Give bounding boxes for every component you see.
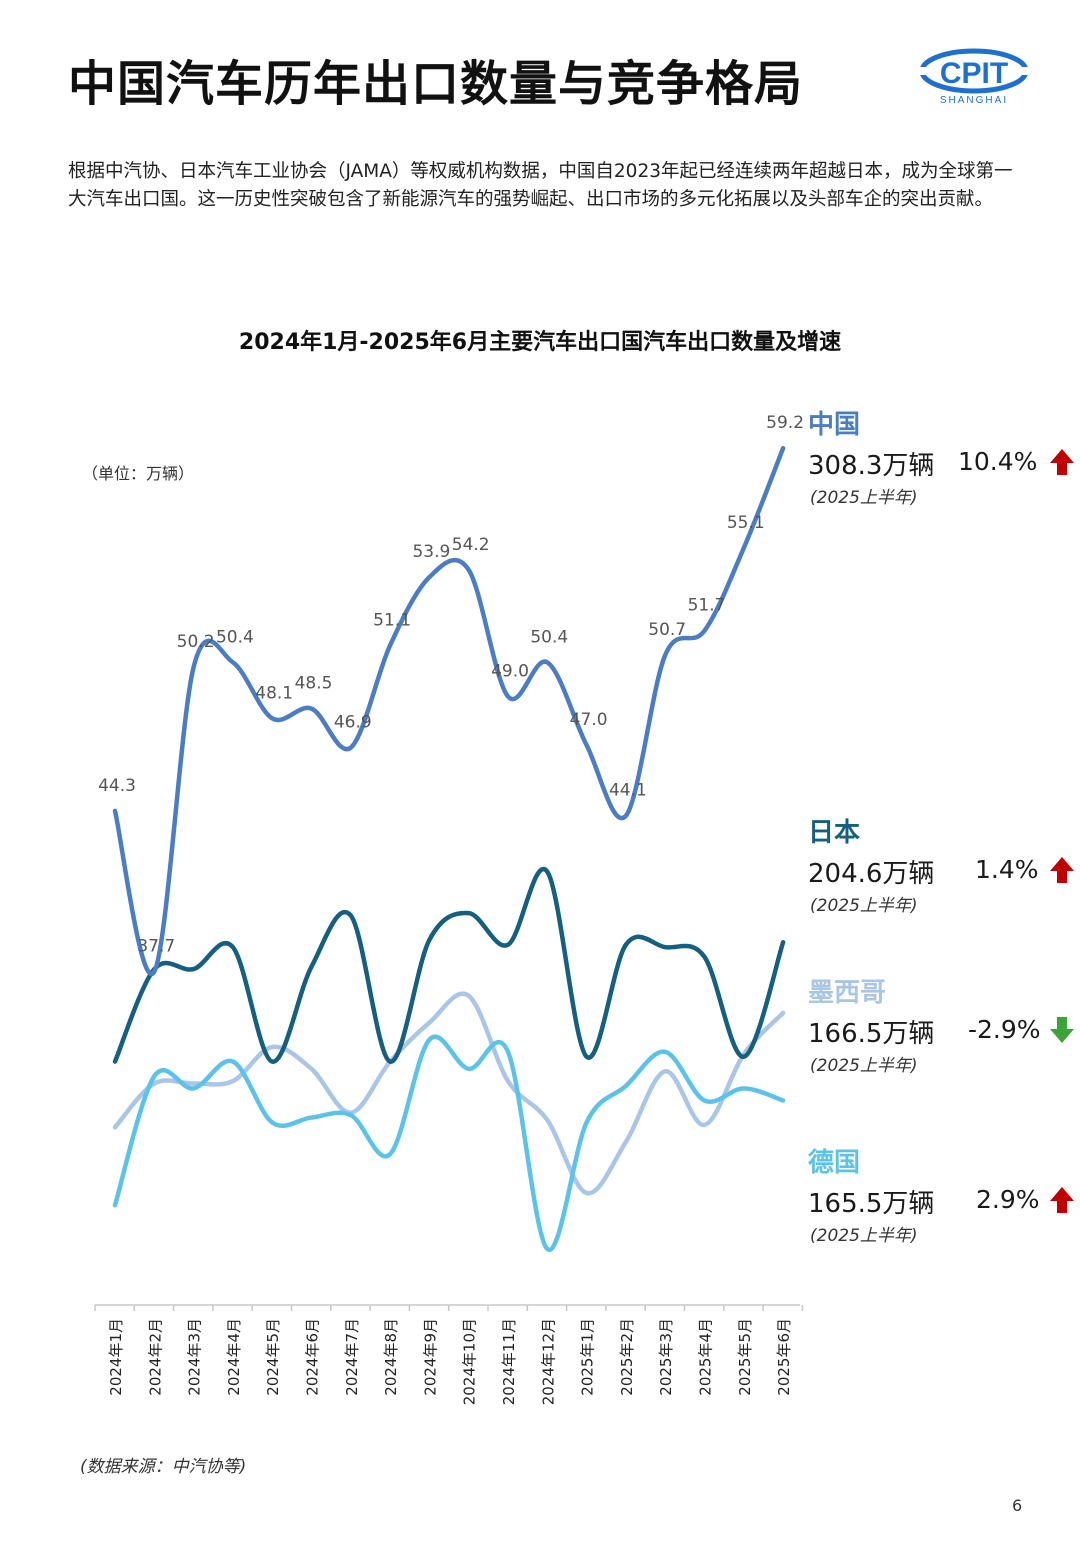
data-label: 44.3 [98, 776, 136, 796]
x-tick-label: 2025年3月 [657, 1318, 675, 1396]
data-label: 44.1 [609, 781, 647, 801]
x-tick-label: 2024年11月 [500, 1318, 518, 1405]
data-label: 59.2 [766, 413, 804, 433]
series-growth: 2.9% [976, 1185, 1040, 1214]
series-name: 德国 [808, 1148, 861, 1178]
series-period: (2025上半年) [810, 1056, 918, 1076]
series-growth: 1.4% [975, 855, 1039, 884]
data-label: 50.4 [530, 627, 568, 647]
x-tick-label: 2025年1月 [579, 1318, 597, 1396]
page-title: 中国汽车历年出口数量与竞争格局 [68, 56, 804, 112]
data-label: 53.9 [412, 542, 450, 562]
arrow-up-icon [1050, 857, 1074, 883]
series-name: 墨西哥 [808, 978, 887, 1008]
legend-entry-japan: 日本 204.6万辆 1.4% (2025上半年) [808, 812, 1080, 916]
legend-entry-china: 中国 308.3万辆 10.4% (2025上半年) [808, 404, 1080, 508]
x-tick-label: 2024年7月 [343, 1318, 361, 1396]
x-tick-label: 2024年3月 [186, 1318, 204, 1396]
data-label: 50.2 [177, 632, 215, 652]
data-label: 48.1 [255, 683, 293, 703]
series-name: 中国 [808, 410, 861, 440]
data-source-note: (数据来源：中汽协等) [80, 1457, 247, 1477]
series-growth: -2.9% [968, 1015, 1041, 1044]
cpit-logo: CPIT SHANGHAI [918, 48, 1030, 106]
unit-label: （单位：万辆） [82, 464, 195, 483]
series-period: (2025上半年) [810, 488, 918, 508]
x-tick-label: 2025年2月 [618, 1318, 636, 1396]
series-total: 308.3万辆 [808, 451, 935, 481]
x-tick-label: 2025年6月 [775, 1318, 793, 1396]
line-chart: 2024年1月 2024年2月 2024年3月 2024年4月 2024年5月 2024年… [94, 413, 804, 1405]
arrow-up-icon [1050, 1187, 1074, 1213]
series-name: 日本 [808, 818, 861, 848]
x-tick-label: 2024年1月 [107, 1318, 125, 1396]
series-growth: 10.4% [958, 447, 1038, 476]
data-label: 50.4 [216, 627, 254, 647]
legend-entry-mexico: 墨西哥 166.5万辆 -2.9% (2025上半年) [808, 972, 1080, 1076]
x-tick-label: 2024年5月 [264, 1318, 282, 1396]
data-label: 49.0 [491, 661, 529, 681]
series-line-japan [112, 866, 786, 1064]
x-tick-label: 2024年4月 [225, 1318, 243, 1396]
series-line-china [112, 445, 786, 977]
data-label: 51.7 [688, 596, 726, 616]
series-line-germany [112, 1034, 786, 1252]
data-label: 48.5 [295, 674, 333, 694]
series-period: (2025上半年) [810, 1226, 918, 1246]
data-label: 54.2 [452, 535, 490, 555]
x-tick-label: 2024年2月 [146, 1318, 164, 1396]
logo-subtext: SHANGHAI [940, 95, 1008, 106]
x-tick-label: 2025年4月 [697, 1318, 715, 1396]
intro-paragraph: 根据中汽协、日本汽车工业协会（JAMA）等权威机构数据，中国自2023年起已经连… [68, 161, 1013, 210]
data-label: 51.1 [373, 610, 411, 630]
series-line-mexico [112, 991, 786, 1196]
data-label: 47.0 [570, 710, 608, 730]
series-total: 166.5万辆 [808, 1019, 935, 1049]
x-tick-label: 2024年10月 [461, 1318, 479, 1405]
series-total: 165.5万辆 [808, 1189, 935, 1219]
data-label: 50.7 [648, 620, 686, 640]
series-total: 204.6万辆 [808, 859, 935, 889]
arrow-up-icon [1050, 449, 1074, 475]
x-tick-label: 2025年5月 [736, 1318, 754, 1396]
series-period: (2025上半年) [810, 896, 918, 916]
x-tick-label: 2024年12月 [539, 1318, 557, 1405]
x-tick-label: 2024年6月 [304, 1318, 322, 1396]
page-number: 6 [1012, 1496, 1023, 1515]
data-label: 46.9 [334, 713, 372, 733]
x-tick-label: 2024年8月 [382, 1318, 400, 1396]
logo-text: CPIT [940, 57, 1008, 90]
arrow-down-icon [1050, 1017, 1074, 1043]
data-label: 55.1 [727, 513, 765, 533]
legend-entry-germany: 德国 165.5万辆 2.9% (2025上半年) [808, 1142, 1080, 1246]
chart-title: 2024年1月-2025年6月主要汽车出口国汽车出口数量及增速 [238, 330, 842, 355]
data-label: 37.7 [137, 937, 175, 957]
x-tick-label: 2024年9月 [421, 1318, 439, 1396]
